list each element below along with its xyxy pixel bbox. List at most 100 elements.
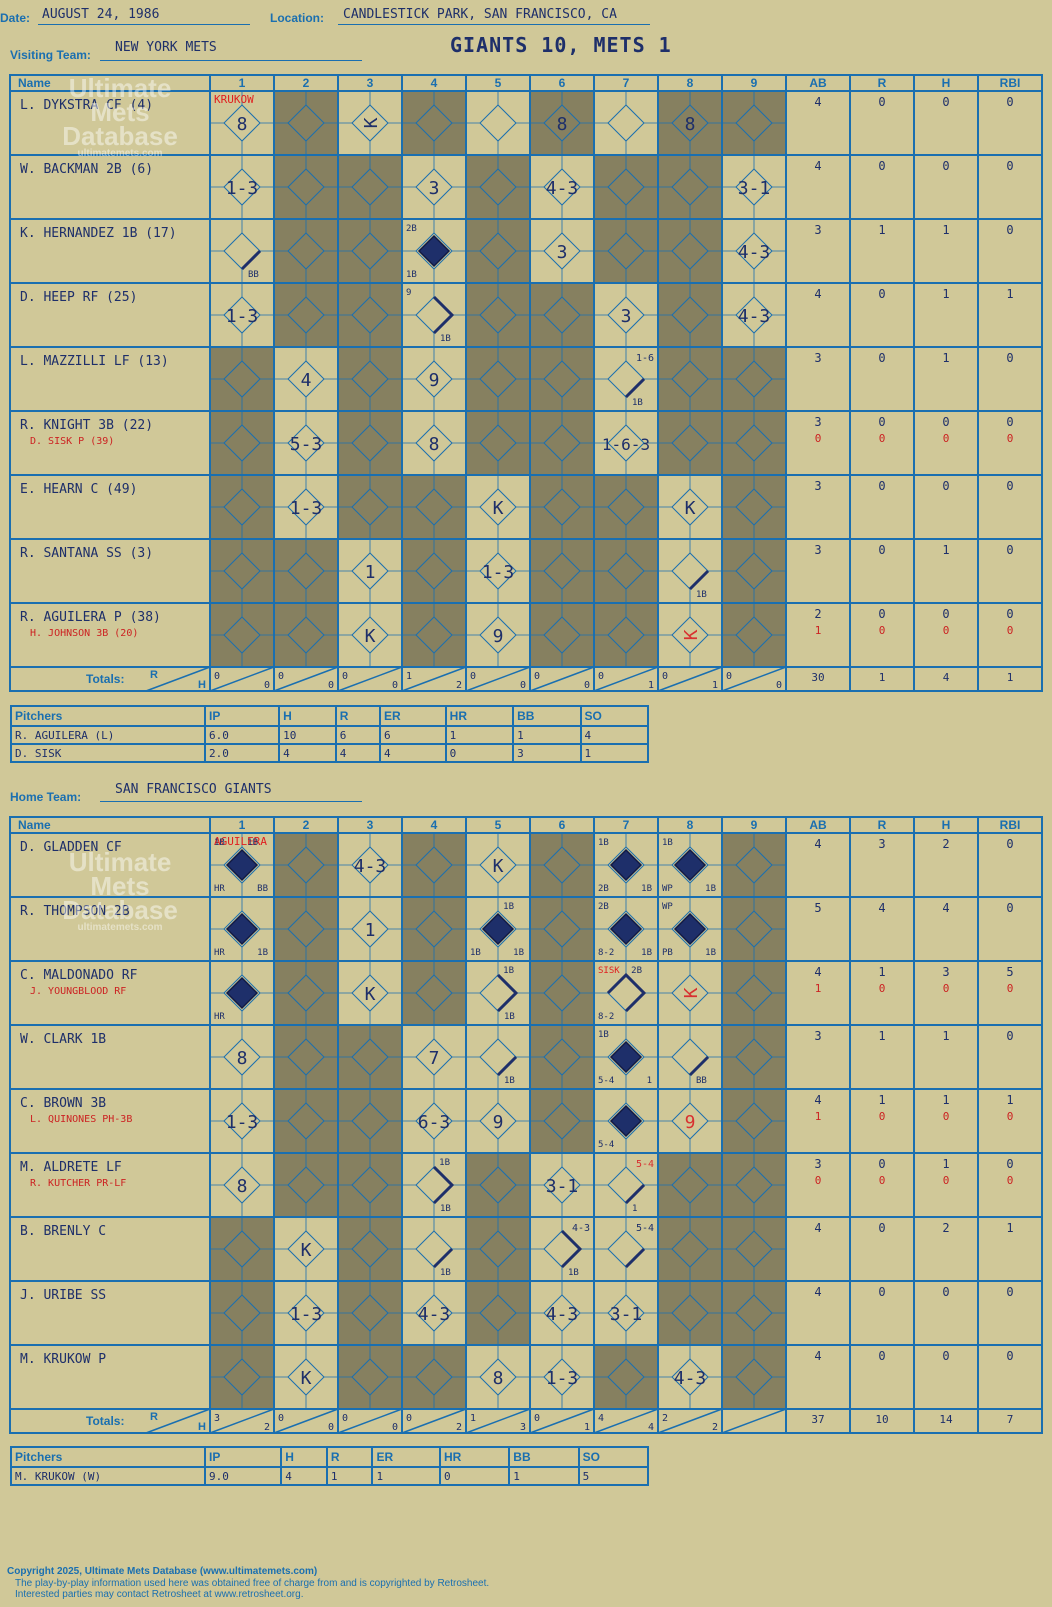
substitute-name: L. QUINONES PH-3B [30,1114,132,1125]
inning-header: 4 [431,818,438,832]
totals-label: Totals: [86,672,124,686]
substitute-name: H. JOHNSON 3B (20) [30,628,138,639]
play-annotation: 5-4 [636,1223,654,1234]
base-diamond [415,616,453,654]
base-diamond [607,104,645,142]
pitcher-stat: 1 [512,725,582,745]
player-stat: 0 [878,607,885,621]
grid-border [9,74,1043,692]
base-diamond [671,1294,709,1332]
play-annotation: 1B [568,1268,579,1278]
play-notation: 3 [621,306,632,327]
pitchers-header-row: Pitchers IP H R ER HR BB SO [10,1446,650,1468]
substitute-stat: 0 [1007,1110,1014,1123]
pitcher-stat: 4 [280,1466,328,1486]
base-diamond [543,1358,581,1396]
inning-hits: 0 [392,1422,398,1433]
base-diamond [735,168,773,206]
substitute-stat: 0 [879,1110,886,1123]
pitchers-column-header: Pitchers [10,1446,206,1468]
basepath-to-first [624,1247,646,1269]
player-stat: 4 [942,901,949,915]
player-stat: 0 [878,351,885,365]
substitute-stat: 0 [943,624,950,637]
play-notation: 3 [557,242,568,263]
home-underline [100,801,362,802]
total-stat: 4 [943,671,950,684]
totals-divider [209,666,275,692]
pitcher-note: AGUILERA [214,835,267,848]
basepath-to-first [624,377,646,399]
base-diamond [479,360,517,398]
pitcher-row: D. SISK 2.0 4 4 4 0 3 1 [10,743,650,763]
play-annotation: 1B [513,948,524,958]
pitchers-column-header: IP [203,705,281,727]
player-stat: 0 [1006,607,1013,621]
base-diamond [223,1038,261,1076]
base-diamond [479,104,517,142]
totals-divider [401,666,467,692]
inning-header: 2 [303,76,310,90]
player-stat: 0 [942,95,949,109]
pitcher-stat: 4 [334,743,382,763]
play-notation: 4-3 [546,1304,579,1325]
base-diamond [479,552,517,590]
base-diamond [671,424,709,462]
substitute-stat: 0 [943,982,950,995]
base-diamond [735,1294,773,1332]
base-diamond [351,488,389,526]
play-notation: 1-3 [226,178,259,199]
base-diamond [543,910,581,948]
basepath-to-first [688,1055,710,1077]
totals-divider [273,1408,339,1434]
base-diamond [735,1102,773,1140]
total-stat: 14 [939,1413,953,1426]
run-scored-diamond [609,912,643,946]
pitcher-stat: 0 [438,1466,511,1486]
base-diamond [223,104,261,142]
pitchers-column-header: SO [579,705,650,727]
play-annotation: 1B [440,334,451,344]
pitchers-column-header: BB [512,705,582,727]
base-diamond [351,1038,389,1076]
stat-header: AB [809,818,827,832]
player-stat: 0 [942,1285,949,1299]
play-annotation: 1B [504,1076,515,1086]
player-stat: 0 [1006,837,1013,851]
totals-label: Totals: [86,1414,124,1428]
play-annotation: 9 [406,288,411,298]
base-diamond [287,1166,325,1204]
player-stat: 0 [878,1285,885,1299]
player-stat: 4 [814,287,821,301]
play-annotation: 8-2 [598,948,614,958]
base-diamond [479,296,517,334]
totals-divider [721,1408,787,1434]
run-scored-diamond [225,848,259,882]
substitute-stat: 0 [943,1174,950,1187]
inning-hits: 1 [712,680,718,691]
totals-divider [657,1408,723,1434]
watermark-line2: Mets [90,871,150,901]
player-name: K. HERNANDEZ 1B (17) [20,226,177,241]
play-annotation: 2B [598,902,609,912]
base-diamond [287,296,325,334]
base-diamond [607,616,645,654]
base-diamond [671,1038,709,1076]
play-annotation: 1B [504,1012,515,1022]
player-stat: 0 [878,479,885,493]
total-stat: 10 [875,1413,888,1426]
play-annotation: 1B [662,838,673,848]
player-stat: 0 [1006,901,1013,915]
pitcher-stat: 4 [579,725,650,745]
player-stat: 0 [1006,1029,1013,1043]
base-diamond [543,168,581,206]
inning-header: 7 [623,76,630,90]
game-location: CANDLESTICK PARK, SAN FRANCISCO, CA [343,7,617,22]
pitchers-column-header: BB [508,1446,580,1468]
play-annotation: 1B [470,948,481,958]
totals-divider [401,1408,467,1434]
base-diamond [287,424,325,462]
player-stat: 1 [878,1093,885,1107]
totals-r-label: R [150,1411,158,1423]
pitchers-column-header: IP [203,1446,283,1468]
